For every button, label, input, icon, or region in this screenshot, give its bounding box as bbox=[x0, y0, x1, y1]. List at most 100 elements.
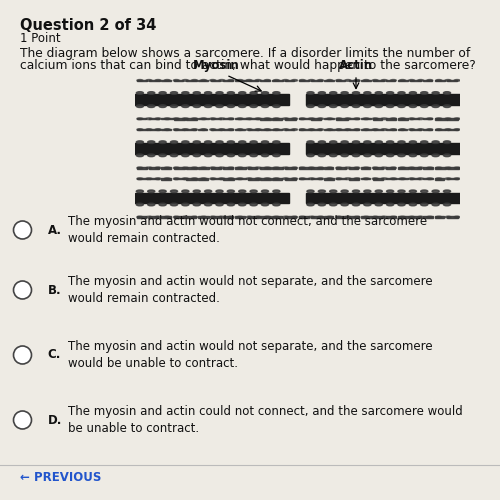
Bar bbox=[435, 178, 444, 180]
Ellipse shape bbox=[364, 92, 371, 94]
Ellipse shape bbox=[408, 167, 414, 169]
Ellipse shape bbox=[375, 154, 382, 156]
Bar bbox=[299, 118, 310, 120]
Bar bbox=[198, 80, 208, 81]
Ellipse shape bbox=[382, 118, 387, 120]
Ellipse shape bbox=[246, 178, 252, 180]
Ellipse shape bbox=[436, 167, 442, 169]
Ellipse shape bbox=[364, 154, 371, 156]
Ellipse shape bbox=[445, 178, 451, 180]
Ellipse shape bbox=[219, 80, 224, 82]
Ellipse shape bbox=[354, 216, 360, 218]
Ellipse shape bbox=[308, 167, 314, 169]
Ellipse shape bbox=[219, 216, 224, 218]
Ellipse shape bbox=[345, 80, 351, 82]
Ellipse shape bbox=[246, 118, 252, 120]
Ellipse shape bbox=[159, 92, 166, 94]
Ellipse shape bbox=[308, 118, 314, 120]
Ellipse shape bbox=[292, 80, 298, 82]
Bar bbox=[312, 216, 322, 218]
Ellipse shape bbox=[282, 128, 288, 130]
Bar bbox=[162, 129, 172, 130]
Ellipse shape bbox=[432, 154, 439, 156]
Ellipse shape bbox=[330, 203, 337, 206]
Ellipse shape bbox=[237, 118, 243, 120]
Ellipse shape bbox=[264, 178, 270, 180]
Bar bbox=[386, 167, 394, 168]
Ellipse shape bbox=[136, 154, 143, 156]
Ellipse shape bbox=[345, 216, 351, 218]
Ellipse shape bbox=[330, 105, 337, 108]
Ellipse shape bbox=[375, 190, 382, 192]
Bar bbox=[324, 80, 334, 81]
Ellipse shape bbox=[454, 128, 460, 130]
Bar bbox=[386, 128, 396, 130]
Ellipse shape bbox=[262, 92, 268, 94]
Ellipse shape bbox=[159, 141, 166, 144]
Ellipse shape bbox=[408, 118, 414, 120]
Ellipse shape bbox=[364, 105, 371, 108]
Bar bbox=[373, 80, 384, 81]
Ellipse shape bbox=[164, 178, 170, 180]
Ellipse shape bbox=[454, 216, 460, 218]
Ellipse shape bbox=[432, 105, 439, 108]
Ellipse shape bbox=[193, 154, 200, 156]
Ellipse shape bbox=[292, 118, 298, 120]
Ellipse shape bbox=[436, 128, 442, 130]
Bar bbox=[448, 178, 458, 180]
Bar bbox=[236, 80, 247, 81]
Ellipse shape bbox=[307, 105, 314, 108]
Ellipse shape bbox=[336, 118, 342, 120]
Ellipse shape bbox=[164, 216, 170, 218]
Bar bbox=[299, 216, 309, 218]
Bar bbox=[312, 129, 322, 130]
Bar bbox=[299, 80, 310, 82]
Ellipse shape bbox=[238, 141, 246, 144]
Ellipse shape bbox=[216, 190, 223, 192]
Ellipse shape bbox=[136, 190, 143, 192]
Ellipse shape bbox=[170, 154, 177, 156]
Ellipse shape bbox=[174, 167, 179, 169]
Ellipse shape bbox=[352, 105, 360, 108]
Ellipse shape bbox=[345, 167, 351, 169]
Bar bbox=[149, 216, 158, 218]
Ellipse shape bbox=[308, 178, 314, 180]
Bar bbox=[223, 80, 234, 81]
Ellipse shape bbox=[386, 92, 394, 94]
Bar bbox=[386, 118, 396, 120]
Ellipse shape bbox=[137, 128, 143, 130]
Ellipse shape bbox=[436, 178, 442, 180]
Ellipse shape bbox=[155, 80, 161, 82]
Bar bbox=[410, 178, 420, 180]
Bar bbox=[312, 178, 322, 180]
Ellipse shape bbox=[282, 80, 288, 82]
Ellipse shape bbox=[398, 190, 405, 192]
Bar bbox=[248, 129, 259, 130]
Bar bbox=[285, 129, 294, 130]
Bar bbox=[373, 128, 384, 130]
Ellipse shape bbox=[148, 190, 155, 192]
Bar bbox=[174, 216, 185, 218]
Bar bbox=[174, 128, 185, 130]
Ellipse shape bbox=[445, 118, 451, 120]
Ellipse shape bbox=[155, 178, 161, 180]
Ellipse shape bbox=[182, 203, 189, 206]
Ellipse shape bbox=[307, 92, 314, 94]
Ellipse shape bbox=[238, 190, 246, 192]
Ellipse shape bbox=[200, 167, 206, 169]
Bar bbox=[223, 118, 233, 120]
Ellipse shape bbox=[262, 203, 268, 206]
Ellipse shape bbox=[170, 203, 177, 206]
Ellipse shape bbox=[262, 141, 268, 144]
Bar bbox=[361, 129, 372, 130]
Bar bbox=[361, 167, 370, 168]
Text: The diagram below shows a sarcomere. If a disorder limits the number of: The diagram below shows a sarcomere. If … bbox=[20, 48, 470, 60]
Bar bbox=[448, 118, 458, 120]
Bar bbox=[236, 178, 246, 180]
Ellipse shape bbox=[427, 178, 432, 180]
Bar bbox=[386, 80, 396, 82]
Ellipse shape bbox=[341, 105, 348, 108]
Ellipse shape bbox=[182, 118, 188, 120]
Ellipse shape bbox=[300, 80, 306, 82]
Ellipse shape bbox=[219, 167, 224, 169]
